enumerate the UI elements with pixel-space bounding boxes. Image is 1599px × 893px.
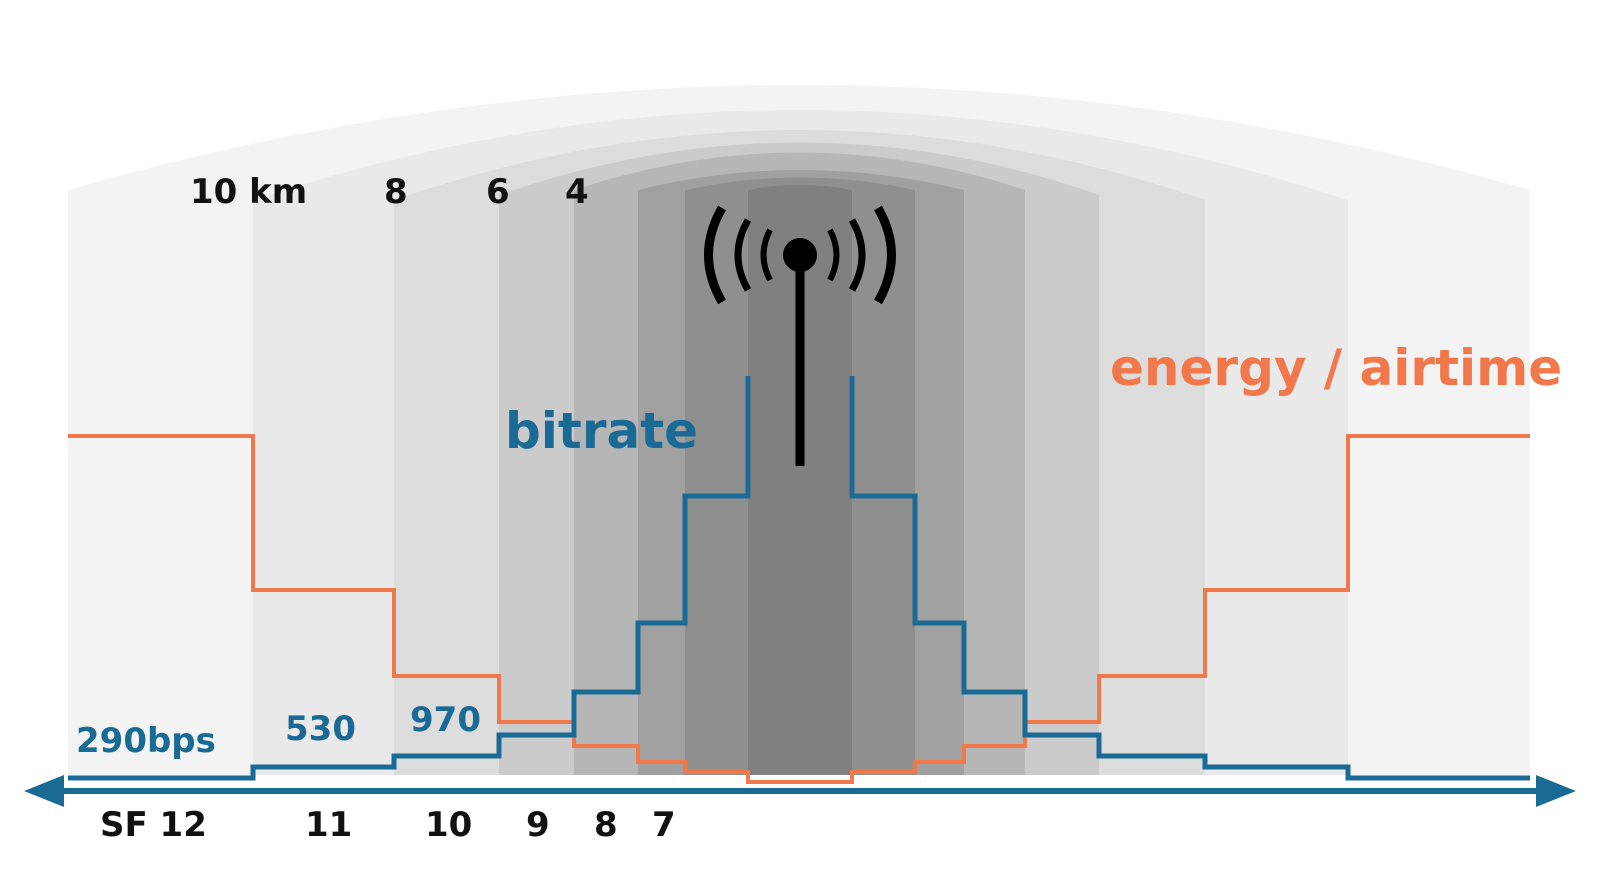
wave-right-3 [874,205,896,305]
bitrate-label: bitrate [505,402,698,460]
distance-label-8: 8 [384,172,408,212]
bitrate-value-290: 290bps [76,721,216,761]
axis-arrow-left-icon [24,775,64,807]
energy-airtime-label: energy / airtime [1110,339,1562,397]
distance-label-4: 4 [565,172,589,212]
sf-label-9: 9 [526,805,550,845]
wave-right-2 [848,218,866,292]
sf-label-11: 11 [305,805,352,845]
sf-label-7: 7 [652,805,676,845]
distance-label-6: 6 [486,172,510,212]
bitrate-line [68,376,751,781]
antenna-icon [704,205,896,466]
zone-core [748,185,852,775]
bitrate-values: 290bps 530 970 [76,700,481,761]
antenna-head [783,238,817,272]
sf-axis [24,775,1576,807]
axis-arrow-right-icon [1536,775,1576,807]
sf-label-8: 8 [594,805,618,845]
bitrate-line-right [849,376,1530,781]
sf-labels: SF 12 11 10 9 8 7 [100,805,676,845]
sf-label-10: 10 [425,805,472,845]
wave-left-2 [734,218,752,292]
bitrate-value-970: 970 [410,700,481,740]
distance-label-10km: 10 km [190,172,307,212]
distance-labels: 10 km 8 6 4 [190,172,589,212]
sf-label-12: SF 12 [100,805,207,845]
wave-left-1 [760,228,773,282]
energy-line [68,434,1530,784]
wave-right-1 [827,228,840,282]
wave-left-3 [704,205,726,305]
bitrate-value-530: 530 [285,709,356,749]
